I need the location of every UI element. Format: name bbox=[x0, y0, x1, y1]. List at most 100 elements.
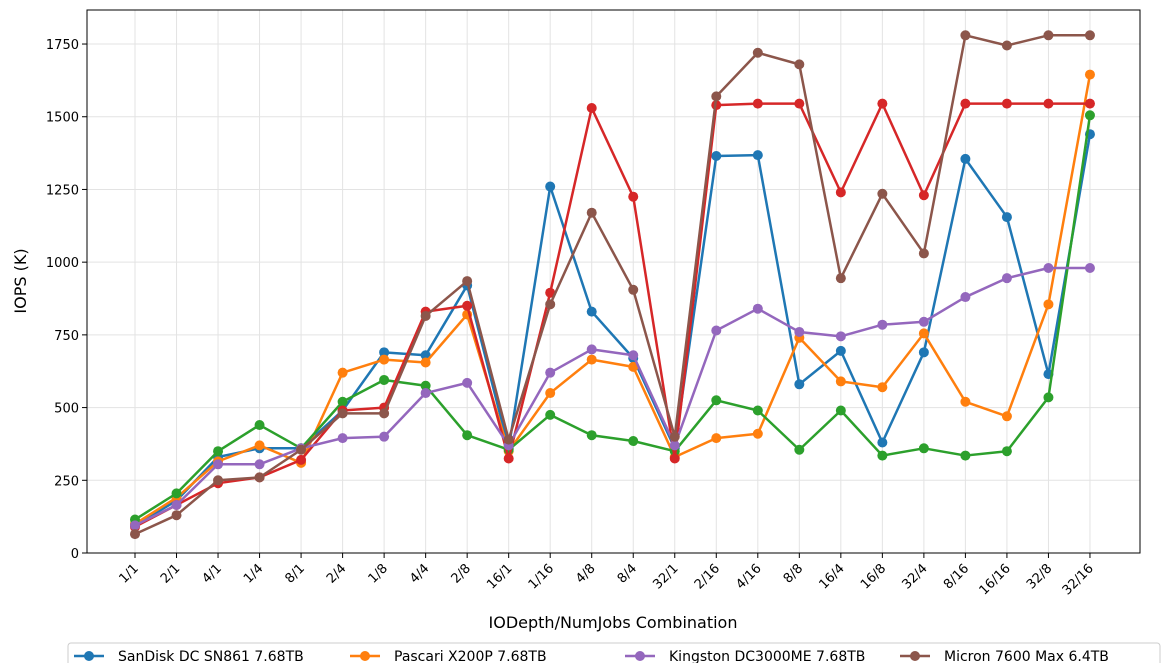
data-point bbox=[171, 500, 182, 511]
data-point bbox=[1043, 98, 1054, 109]
data-point bbox=[711, 395, 722, 406]
data-point bbox=[877, 188, 888, 199]
data-point bbox=[1043, 392, 1054, 403]
y-tick-label: 1000 bbox=[46, 256, 79, 271]
data-point bbox=[586, 354, 597, 365]
data-point bbox=[379, 354, 390, 365]
series-line bbox=[134, 34, 1090, 536]
data-point bbox=[669, 453, 680, 464]
data-point bbox=[918, 248, 929, 259]
data-point bbox=[1084, 110, 1095, 121]
x-tick-label: 1/4 bbox=[241, 561, 266, 586]
y-tick-label: 250 bbox=[54, 474, 79, 489]
data-point bbox=[379, 374, 390, 385]
data-point bbox=[960, 153, 971, 164]
data-point bbox=[296, 454, 307, 465]
data-point bbox=[1084, 69, 1095, 80]
data-point bbox=[835, 376, 846, 387]
data-point bbox=[420, 380, 431, 391]
data-point bbox=[835, 331, 846, 342]
data-point bbox=[669, 431, 680, 442]
data-point bbox=[794, 59, 805, 70]
legend-label: Pascari X200P 7.68TB bbox=[394, 649, 547, 663]
x-tick-label: 16/8 bbox=[858, 561, 889, 592]
data-point bbox=[379, 431, 390, 442]
data-point bbox=[586, 430, 597, 441]
data-point bbox=[794, 98, 805, 109]
series-line bbox=[134, 74, 1092, 525]
data-point bbox=[628, 191, 639, 202]
x-tick-label: 8/4 bbox=[615, 561, 640, 586]
data-point bbox=[586, 103, 597, 114]
data-point bbox=[462, 300, 473, 311]
data-point bbox=[1084, 262, 1095, 273]
y-tick-label: 750 bbox=[54, 329, 79, 344]
data-point bbox=[877, 319, 888, 330]
x-tick-label: 4/8 bbox=[573, 561, 598, 586]
data-point bbox=[794, 326, 805, 337]
y-tick-label: 1500 bbox=[46, 111, 79, 126]
data-point bbox=[420, 310, 431, 321]
data-point bbox=[794, 379, 805, 390]
data-point bbox=[545, 299, 556, 310]
data-point bbox=[918, 328, 929, 339]
data-point bbox=[545, 409, 556, 420]
data-point bbox=[545, 181, 556, 192]
legend: SanDisk DC SN861 7.68TB Pascari X200P 7.6… bbox=[67, 642, 1161, 663]
data-point bbox=[960, 396, 971, 407]
legend-label: Micron 7600 Max 6.4TB bbox=[944, 649, 1109, 663]
data-point bbox=[1043, 299, 1054, 310]
data-point bbox=[254, 420, 265, 431]
series-line bbox=[134, 102, 1090, 528]
series-unnamed-3 bbox=[130, 98, 1095, 532]
data-point bbox=[1001, 446, 1012, 457]
data-point bbox=[918, 443, 929, 454]
data-point bbox=[1001, 212, 1012, 223]
x-tick-label: 2/8 bbox=[449, 561, 474, 586]
y-tick-label: 500 bbox=[54, 402, 79, 417]
x-tick-label: 16/16 bbox=[977, 561, 1014, 598]
legend-frame bbox=[67, 642, 1161, 663]
x-axis-ticks: 1/1 2/1 4/1 1/4 8/1 2/4 1/8 4/4 2/8 16/1 1/16 4/8 8/… bbox=[116, 553, 1097, 598]
data-point bbox=[462, 377, 473, 388]
data-point bbox=[586, 306, 597, 317]
data-point bbox=[130, 529, 140, 540]
data-point bbox=[586, 207, 597, 218]
data-point bbox=[918, 347, 929, 358]
data-point bbox=[877, 437, 888, 448]
data-point bbox=[254, 472, 265, 483]
data-point bbox=[877, 382, 888, 393]
legend-marker bbox=[910, 651, 920, 661]
x-tick-label: 32/4 bbox=[899, 561, 930, 592]
data-point bbox=[1043, 30, 1054, 41]
x-tick-label: 4/16 bbox=[733, 561, 764, 592]
data-point bbox=[1001, 273, 1012, 284]
grid bbox=[87, 10, 1140, 554]
data-point bbox=[1043, 262, 1054, 273]
data-point bbox=[918, 190, 929, 201]
x-tick-label: 32/8 bbox=[1024, 561, 1055, 592]
data-point bbox=[254, 440, 265, 451]
y-tick-label: 0 bbox=[71, 547, 79, 562]
data-point bbox=[1001, 40, 1012, 51]
series-line bbox=[134, 133, 1092, 527]
data-point bbox=[960, 450, 971, 461]
data-point bbox=[960, 292, 971, 303]
data-point bbox=[628, 350, 639, 361]
data-point bbox=[337, 367, 348, 378]
legend-label: SanDisk DC SN861 7.68TB bbox=[118, 649, 304, 663]
data-point bbox=[711, 91, 722, 102]
data-point bbox=[337, 408, 348, 419]
data-point bbox=[503, 453, 514, 464]
data-point bbox=[752, 303, 763, 314]
x-tick-label: 32/16 bbox=[1060, 561, 1097, 598]
data-point bbox=[752, 428, 763, 439]
y-tick-label: 1750 bbox=[46, 38, 79, 53]
x-axis-label: IODepth/NumJobs Combination bbox=[489, 613, 738, 632]
data-point bbox=[835, 187, 846, 198]
data-point bbox=[213, 475, 224, 486]
data-point bbox=[628, 361, 639, 372]
x-tick-label: 1/1 bbox=[116, 561, 141, 586]
data-point bbox=[379, 408, 390, 419]
